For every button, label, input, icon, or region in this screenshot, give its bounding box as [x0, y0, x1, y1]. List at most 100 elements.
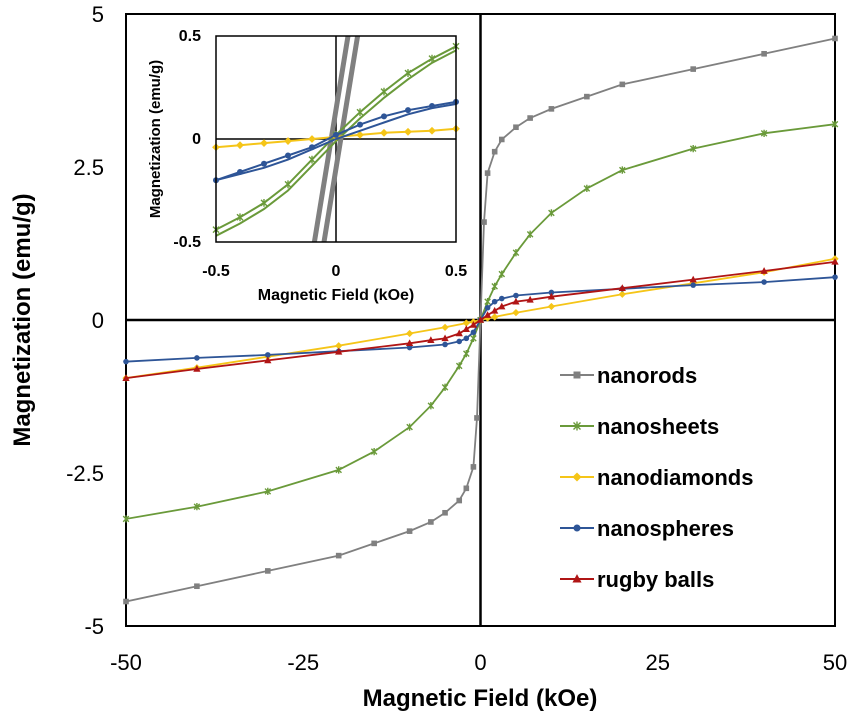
- inset-nanospheres-point: [261, 160, 267, 167]
- rugby-balls-point: [547, 292, 556, 300]
- inset-nanodiamonds-point: [284, 137, 292, 145]
- nanorods-point: [265, 568, 271, 574]
- nanospheres-point: [690, 282, 696, 288]
- nanorods-point: [491, 148, 498, 155]
- nanodiamonds-point: [462, 319, 470, 327]
- nanosheets-point: [122, 515, 130, 523]
- inset-series-nanospheres: [213, 98, 459, 184]
- main-chart: -50 -25 0 25 50 -5 -2.5 0 2.5 5 Magnetic Field (k…: [9, 2, 847, 712]
- inset-nanodiamonds-point: [404, 127, 412, 136]
- nanorods-point: [335, 552, 342, 559]
- nanorods-point: [484, 170, 491, 176]
- inset-y-axis-title: Magnetization (emu/g): [147, 60, 164, 218]
- inset-nanospheres-point: [429, 103, 435, 110]
- nanosheets-point: [370, 447, 378, 456]
- inset-nanosheets-point: [260, 198, 268, 207]
- x-tick-label: 0: [474, 650, 486, 675]
- legend-item-nanosheets: nanosheets: [560, 414, 719, 439]
- rugby-balls-point: [405, 339, 414, 347]
- nanosheets-point: [193, 503, 201, 511]
- nanorods-point: [371, 540, 377, 547]
- inset-x-tick-label: -0.5: [202, 263, 230, 280]
- nanosheets-point: [455, 362, 463, 370]
- nanorods-point: [690, 66, 696, 72]
- inset-nanospheres-point: [333, 131, 339, 138]
- nanosheets-point: [512, 249, 520, 257]
- inset-tick-labels: -0.5 0 0.5 -0.5 0 0.5: [173, 28, 467, 280]
- nanospheres-point: [456, 338, 463, 345]
- nanodiamonds-point: [491, 313, 499, 321]
- legend-swatch-marker: [572, 574, 582, 583]
- legend-swatch-marker: [573, 524, 581, 532]
- inset-y-tick-label: 0: [192, 131, 201, 148]
- nanosheets-point: [689, 145, 697, 153]
- nanosheets-point: [831, 120, 839, 128]
- inset-y-tick-label: 0.5: [179, 28, 201, 45]
- legend-item-nanospheres: nanospheres: [560, 516, 734, 541]
- nanospheres-point: [491, 298, 498, 305]
- nanospheres-point: [548, 289, 555, 296]
- inset-y-tick-label: -0.5: [173, 234, 201, 251]
- nanospheres-point: [463, 335, 470, 342]
- nanosheets-point: [491, 282, 498, 290]
- rugby-balls-point: [335, 347, 343, 355]
- nanosheets-point: [619, 166, 626, 174]
- nanospheres-point: [123, 358, 129, 365]
- inset-nanosheets-point: [356, 108, 364, 117]
- main-series-group: [122, 35, 839, 605]
- nanorods-point: [584, 93, 590, 100]
- y-tick-label: 0: [92, 308, 104, 333]
- series-rugby-balls: [122, 257, 839, 381]
- rugby-balls-point: [193, 365, 201, 372]
- y-axis-title: Magnetization (emu/g): [9, 193, 36, 446]
- rugby-balls-point: [618, 284, 626, 291]
- rugby-balls-point: [760, 267, 768, 274]
- nanosheets-point: [548, 209, 555, 217]
- legend-swatch-marker: [572, 472, 582, 482]
- nanodiamonds-point: [441, 323, 449, 331]
- x-axis-title: Magnetic Field (kOe): [363, 685, 598, 712]
- nanosheets-point: [484, 298, 491, 306]
- rugby-balls-point: [441, 334, 449, 342]
- inset-nanosheets-point: [404, 69, 412, 77]
- nanorods-point: [619, 81, 626, 88]
- inset-nanospheres-point: [285, 152, 291, 159]
- rugby-balls-point: [264, 356, 272, 364]
- nanospheres-point: [761, 279, 767, 285]
- nanosheets-point: [406, 423, 413, 431]
- nanorods-point: [123, 598, 129, 605]
- legend-label: nanosheets: [597, 414, 719, 439]
- legend-label: nanodiamonds: [597, 465, 753, 490]
- inset-nanosheets-point: [308, 155, 316, 164]
- nanospheres-point: [513, 292, 519, 299]
- inset-nanosheets-point: [380, 87, 388, 96]
- nanospheres-point: [498, 295, 505, 302]
- inset-x-tick-label: 0.5: [445, 263, 467, 280]
- nanospheres-point: [442, 341, 448, 348]
- rugby-balls-point: [526, 295, 534, 303]
- inset-nanodiamonds-point: [308, 135, 316, 143]
- legend-label: nanorods: [597, 363, 697, 388]
- nanospheres-point: [406, 344, 413, 351]
- nanorods-point: [442, 509, 448, 516]
- nanospheres-point: [194, 355, 200, 361]
- inset-nanospheres-point: [309, 144, 315, 151]
- inset-series-group: [212, 35, 460, 243]
- inset-nanosheets-return-line: [215, 49, 457, 237]
- inset-nanodiamonds-point: [356, 130, 364, 139]
- nanorods-point: [481, 219, 487, 225]
- nanosheets-point: [526, 230, 534, 238]
- legend-item-nanorods: nanorods: [560, 363, 697, 388]
- rugby-balls-point: [462, 325, 470, 332]
- inset-nanospheres-point: [405, 107, 411, 114]
- nanospheres-point: [832, 274, 838, 280]
- x-tick-label: -50: [110, 650, 142, 675]
- nanorods-point: [527, 115, 533, 121]
- inset-nanodiamonds-point: [236, 141, 244, 150]
- nanosheets-point: [264, 487, 272, 495]
- nanodiamonds-point: [335, 342, 343, 350]
- rugby-balls-point: [476, 316, 485, 323]
- nanorods-point: [474, 415, 480, 421]
- nanosheets-point: [335, 466, 342, 474]
